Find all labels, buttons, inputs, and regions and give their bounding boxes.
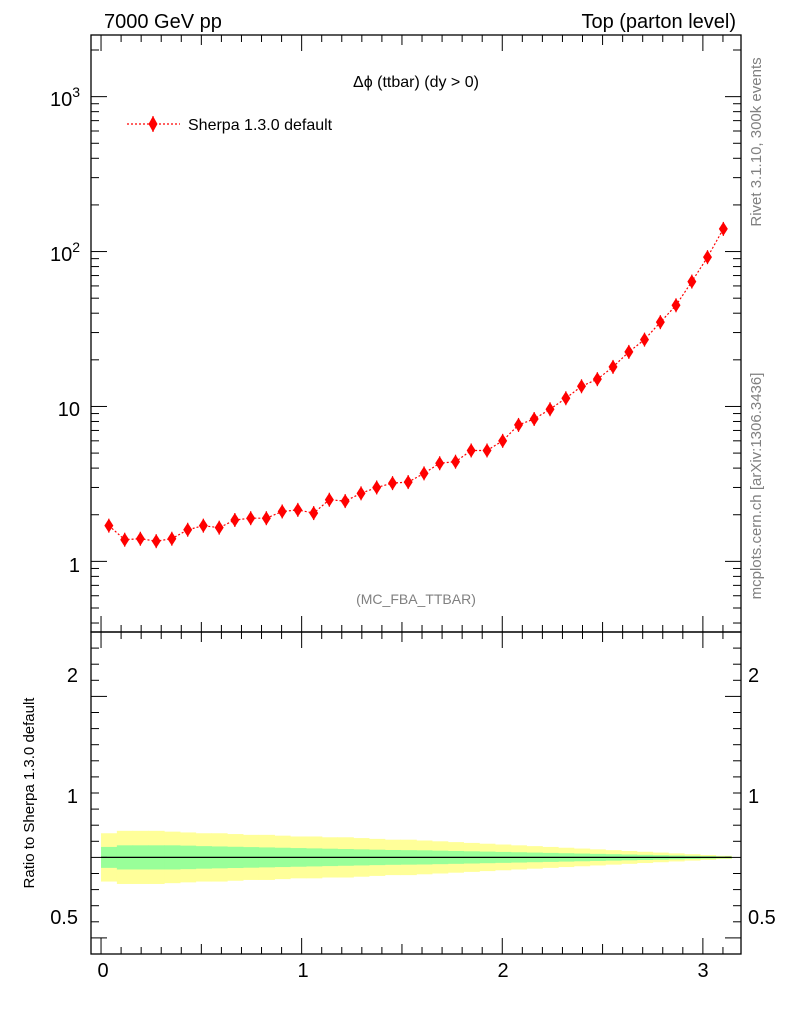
data-point xyxy=(451,454,461,469)
data-point xyxy=(702,250,712,265)
header-right: Top (parton level) xyxy=(581,11,736,33)
ratio-panel: Ratio to Sherpa 1.3.0 default 2 1 0.5 2 … xyxy=(21,631,776,982)
data-point xyxy=(592,372,602,387)
data-point xyxy=(608,359,618,374)
data-point xyxy=(324,492,334,507)
ratio-ytick-1-left: 1 xyxy=(67,786,78,808)
data-point xyxy=(246,511,256,526)
ratio-ytick-05-left: 0.5 xyxy=(50,907,78,929)
y-tick-label-10: 10 xyxy=(58,399,80,421)
main-axis-ticks xyxy=(91,35,741,632)
data-point xyxy=(167,531,177,546)
mcplots-annotation: mcplots.cern.ch [arXiv:1306.3436] xyxy=(748,373,765,600)
x-tick-label-0: 0 xyxy=(97,960,108,982)
y-tick-label-100: 102 xyxy=(50,239,80,266)
data-point xyxy=(214,520,224,535)
data-point xyxy=(340,494,350,509)
data-point xyxy=(514,417,524,432)
series-polyline xyxy=(108,228,724,542)
data-point xyxy=(655,315,665,330)
data-point xyxy=(151,534,161,549)
ratio-ytick-2-right: 2 xyxy=(748,665,759,687)
data-point xyxy=(577,379,587,394)
data-point xyxy=(718,221,728,236)
ratio-ytick-2-left: 2 xyxy=(67,665,78,687)
data-point xyxy=(356,486,366,501)
data-point xyxy=(277,504,287,519)
data-point xyxy=(435,456,445,471)
ratio-frame xyxy=(90,631,742,955)
data-point xyxy=(403,475,413,490)
ratio-ytick-05-right: 0.5 xyxy=(748,907,776,929)
ratio-y-label: Ratio to Sherpa 1.3.0 default xyxy=(21,697,38,889)
data-point xyxy=(120,532,130,547)
x-tick-label-3: 3 xyxy=(697,960,708,982)
data-point xyxy=(230,512,240,527)
y-tick-label-1000: 103 xyxy=(50,84,80,111)
data-point xyxy=(529,411,539,426)
data-point xyxy=(372,480,382,495)
legend: Sherpa 1.3.0 default xyxy=(127,116,333,134)
series-points xyxy=(104,221,728,549)
data-point xyxy=(309,506,319,521)
data-point xyxy=(419,466,429,481)
series-line xyxy=(108,228,724,542)
ratio-ytick-1-right: 1 xyxy=(748,786,759,808)
data-point xyxy=(498,433,508,448)
y-tick-label-1: 1 xyxy=(69,555,80,577)
legend-label: Sherpa 1.3.0 default xyxy=(188,117,333,134)
data-point xyxy=(388,476,398,491)
data-point xyxy=(183,522,193,537)
data-point xyxy=(198,518,208,533)
data-point xyxy=(482,443,492,458)
data-point xyxy=(561,391,571,406)
data-point xyxy=(135,531,145,546)
data-point xyxy=(624,344,634,359)
x-tick-label-2: 2 xyxy=(497,960,508,982)
x-tick-label-1: 1 xyxy=(297,960,308,982)
data-point xyxy=(671,298,681,313)
data-point xyxy=(640,332,650,347)
data-point xyxy=(466,443,476,458)
data-point xyxy=(293,502,303,517)
ratio-axis-ticks xyxy=(91,631,741,955)
main-plot-title: Δϕ (ttbar) (dy > 0) xyxy=(353,74,479,91)
main-panel: Δϕ (ttbar) (dy > 0) 1 10 102 103 Sherpa … xyxy=(50,34,742,633)
data-point xyxy=(545,402,555,417)
data-point xyxy=(104,518,114,533)
data-point xyxy=(687,274,697,289)
data-point xyxy=(261,511,271,526)
analysis-tag: (MC_FBA_TTBAR) xyxy=(356,591,476,607)
rivet-annotation: Rivet 3.1.10, 300k events xyxy=(748,57,765,226)
header-left: 7000 GeV pp xyxy=(104,11,222,33)
